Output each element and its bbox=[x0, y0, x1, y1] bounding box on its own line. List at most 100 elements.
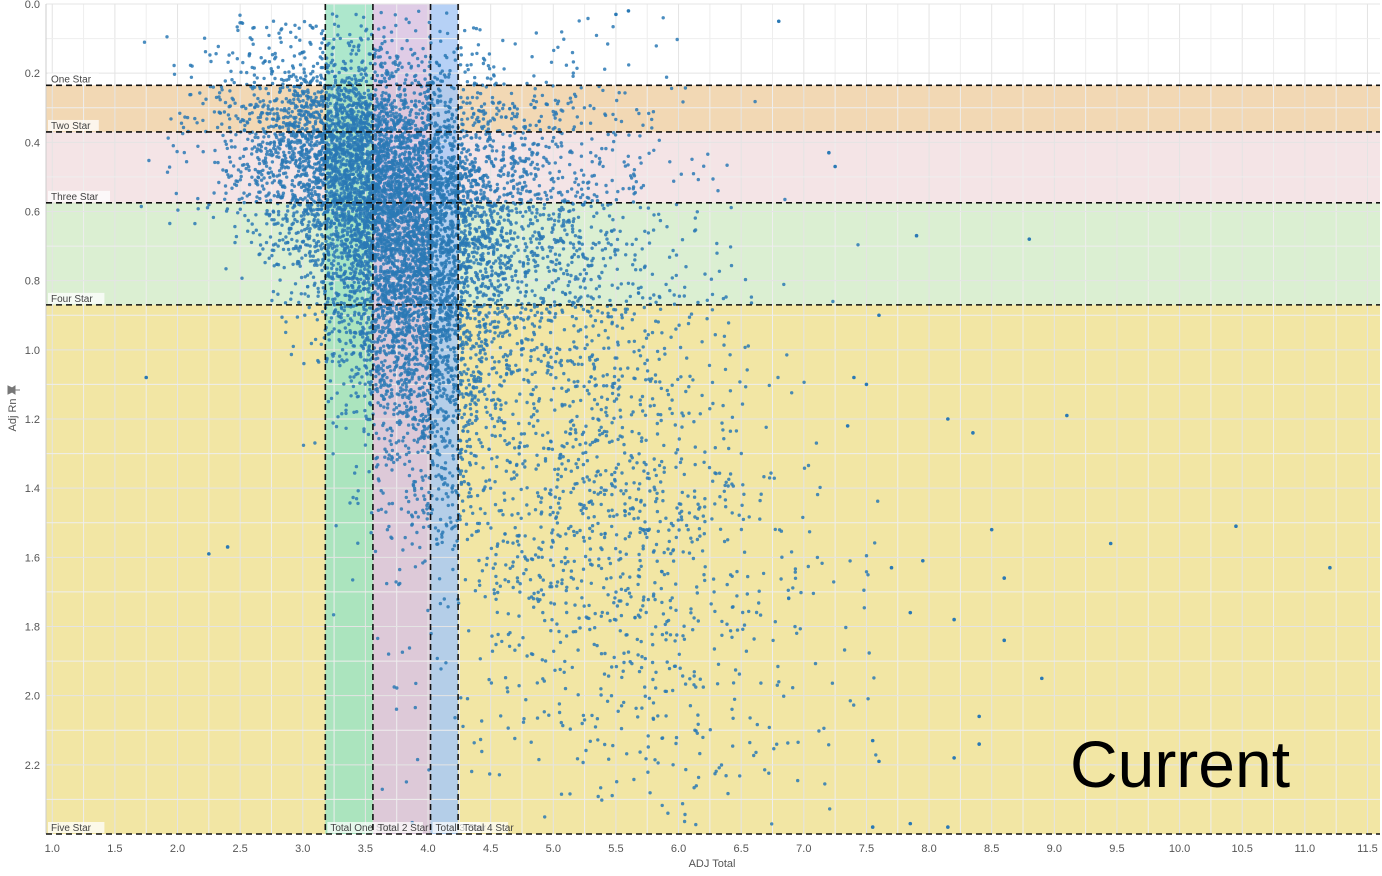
data-point-3546 bbox=[373, 137, 378, 142]
data-point-4256 bbox=[337, 320, 341, 325]
data-point-4782 bbox=[278, 278, 282, 282]
data-point-4723 bbox=[352, 250, 356, 254]
data-point-1615 bbox=[272, 141, 277, 145]
data-point-1339 bbox=[330, 141, 334, 145]
data-point-1129 bbox=[379, 10, 383, 15]
data-point-4083 bbox=[408, 113, 412, 117]
data-point-1104 bbox=[414, 73, 418, 78]
data-point-2541 bbox=[375, 73, 380, 78]
data-point-1880 bbox=[357, 48, 361, 53]
data-point-3281 bbox=[422, 147, 426, 151]
data-point-1912 bbox=[357, 97, 361, 101]
data-point-2923 bbox=[372, 340, 376, 344]
data-point-4049 bbox=[382, 344, 386, 348]
data-point-2851 bbox=[422, 191, 426, 195]
data-point-1316 bbox=[311, 100, 316, 105]
data-point-1839 bbox=[385, 188, 389, 192]
data-point-1423 bbox=[476, 91, 480, 95]
data-point-1348 bbox=[334, 229, 338, 233]
horizontal-band-2 bbox=[46, 202, 1380, 305]
data-point-3604 bbox=[333, 250, 337, 254]
data-point-4854 bbox=[393, 201, 397, 205]
data-point-2267 bbox=[316, 203, 320, 208]
data-point-1419 bbox=[271, 107, 275, 111]
data-point-3799 bbox=[341, 234, 345, 238]
data-point-216 bbox=[348, 226, 353, 230]
data-point-2396 bbox=[298, 99, 302, 104]
data-point-4608 bbox=[380, 149, 384, 153]
data-point-2773 bbox=[346, 143, 351, 147]
data-point-2076 bbox=[294, 158, 298, 163]
data-point-1897 bbox=[338, 137, 343, 141]
data-point-1764 bbox=[295, 138, 299, 142]
data-point-1521 bbox=[250, 222, 254, 226]
data-point-1648 bbox=[332, 22, 337, 26]
data-point-2499 bbox=[348, 123, 353, 127]
data-point-3877 bbox=[412, 316, 416, 321]
data-point-4034 bbox=[409, 139, 413, 143]
data-point-421 bbox=[321, 286, 325, 290]
data-point-2309 bbox=[308, 155, 312, 159]
data-point-4719 bbox=[357, 254, 361, 259]
data-point-3361 bbox=[351, 261, 355, 265]
data-point-4652 bbox=[299, 220, 304, 225]
data-point-4732 bbox=[353, 176, 357, 180]
data-point-1691 bbox=[374, 117, 378, 121]
data-point-4342 bbox=[357, 215, 361, 219]
data-point-618 bbox=[415, 56, 420, 61]
data-point-377 bbox=[310, 212, 314, 216]
data-point-4776 bbox=[459, 295, 464, 299]
data-point-565 bbox=[427, 20, 431, 25]
data-point-4902 bbox=[391, 232, 395, 237]
data-point-951 bbox=[293, 282, 298, 286]
data-point-627 bbox=[327, 258, 331, 262]
data-point-4651 bbox=[426, 168, 430, 173]
data-point-3053 bbox=[347, 163, 352, 167]
data-point-4917 bbox=[368, 246, 372, 251]
data-point-2136 bbox=[247, 168, 251, 172]
data-point-1092 bbox=[291, 214, 296, 218]
data-point-3057 bbox=[443, 229, 448, 234]
data-point-794 bbox=[326, 171, 330, 175]
data-point-3264 bbox=[352, 344, 356, 348]
data-point-3793 bbox=[413, 362, 417, 366]
data-point-680 bbox=[340, 103, 345, 107]
data-point-1559 bbox=[430, 101, 434, 105]
data-point-4752 bbox=[433, 299, 437, 303]
data-point-3716 bbox=[329, 241, 333, 246]
data-point-4372 bbox=[452, 287, 456, 291]
data-point-390 bbox=[407, 191, 411, 195]
data-point-2379 bbox=[276, 292, 280, 296]
data-point-1359 bbox=[332, 37, 336, 41]
data-point-3001 bbox=[502, 193, 506, 197]
data-point-3654 bbox=[409, 254, 413, 258]
data-point-2873 bbox=[433, 309, 437, 313]
data-point-4904 bbox=[441, 235, 445, 239]
data-point-1747 bbox=[337, 94, 341, 99]
data-point-4814 bbox=[384, 207, 388, 211]
data-point-1891 bbox=[393, 139, 398, 143]
data-point-4716 bbox=[367, 306, 372, 310]
data-point-3198 bbox=[345, 230, 350, 234]
data-point-4839 bbox=[356, 371, 360, 376]
data-point-1313 bbox=[333, 125, 338, 129]
data-point-3641 bbox=[410, 121, 414, 126]
data-point-3570 bbox=[505, 181, 510, 185]
data-point-1489 bbox=[272, 143, 277, 148]
data-point-4178 bbox=[365, 417, 369, 421]
data-point-532 bbox=[280, 223, 284, 227]
data-point-3390 bbox=[255, 147, 260, 151]
data-point-806 bbox=[281, 132, 285, 136]
data-point-4247 bbox=[407, 318, 411, 322]
data-point-2221 bbox=[333, 105, 337, 110]
data-point-995 bbox=[354, 170, 359, 174]
data-point-2483 bbox=[281, 191, 286, 195]
data-point-75 bbox=[332, 84, 336, 88]
data-point-2077 bbox=[352, 44, 356, 49]
data-point-4649 bbox=[350, 233, 354, 237]
data-point-1219 bbox=[338, 165, 343, 169]
data-point-3156 bbox=[360, 296, 364, 300]
data-point-2635 bbox=[306, 223, 310, 228]
data-point-838 bbox=[320, 89, 324, 93]
data-point-3890 bbox=[316, 258, 320, 262]
